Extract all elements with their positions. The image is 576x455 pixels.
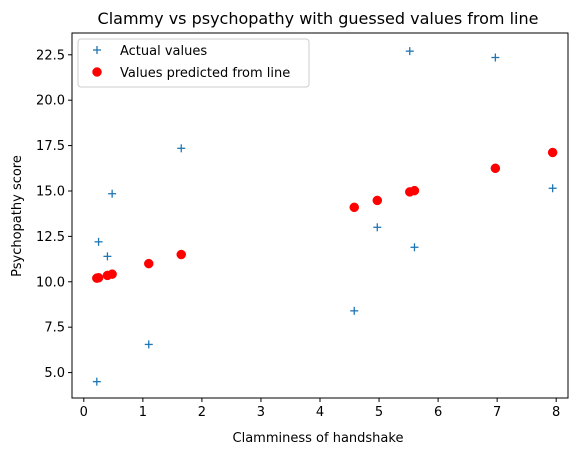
- actual-value-point: [177, 144, 186, 153]
- y-tick-label: 22.5: [36, 48, 65, 63]
- y-tick-label: 17.5: [36, 139, 65, 154]
- predicted-value-point: [372, 195, 383, 206]
- legend-dot-icon: [92, 67, 102, 77]
- y-axis: 5.0 7.5 10.0 12.5 15.0 17.5 20.0 22.5: [36, 48, 72, 381]
- x-tick-label: 3: [257, 405, 265, 420]
- x-tick-label: 0: [80, 405, 88, 420]
- y-tick-label: 7.5: [44, 321, 65, 336]
- predicted-value-point: [176, 249, 186, 260]
- x-axis: 0 1 2 3 4 5 6 7 8: [80, 398, 560, 420]
- y-tick-label: 12.5: [36, 230, 65, 245]
- legend-marker-actual: [93, 46, 101, 54]
- x-tick-label: 2: [198, 405, 206, 420]
- actual-value-point: [108, 189, 117, 198]
- actual-value-point: [548, 184, 557, 193]
- legend-label-predicted: Values predicted from line: [120, 66, 290, 81]
- predicted-value-point: [547, 147, 558, 158]
- x-tick-label: 5: [375, 405, 383, 420]
- x-tick-label: 1: [139, 405, 147, 420]
- predicted-value-point: [490, 163, 501, 174]
- actual-value-point: [103, 252, 112, 261]
- actual-value-point: [410, 243, 419, 252]
- predicted-value-point: [409, 185, 420, 196]
- legend-box: [77, 38, 310, 88]
- legend: Actual values Values predicted from line: [77, 38, 310, 88]
- x-axis-label: Clamminess of handshake: [233, 431, 404, 446]
- x-tick-label: 6: [434, 405, 442, 420]
- predicted-value-point: [93, 273, 104, 283]
- x-tick-label: 8: [552, 405, 560, 420]
- x-tick-label: 7: [493, 405, 501, 420]
- y-tick-label: 10.0: [36, 275, 65, 290]
- actual-value-point: [92, 377, 101, 386]
- plot-area: [72, 33, 568, 398]
- actual-value-point: [350, 306, 359, 315]
- y-tick-label: 15.0: [36, 184, 65, 199]
- chart-title: Clammy vs psychopathy with guessed value…: [98, 9, 539, 28]
- actual-value-point: [491, 53, 500, 62]
- predicted-value-point: [349, 202, 359, 213]
- actual-value-point: [94, 237, 103, 246]
- actual-value-point: [405, 47, 414, 56]
- plot-frame: [71, 32, 569, 399]
- y-axis-label: Psychopathy score: [10, 155, 25, 277]
- y-tick-label: 5.0: [44, 366, 65, 381]
- predicted-value-point: [144, 258, 154, 269]
- legend-label-actual: Actual values: [120, 44, 207, 59]
- data-marks: [92, 47, 558, 386]
- x-tick-label: 4: [316, 405, 324, 420]
- predicted-value-point: [107, 269, 117, 279]
- legend-plus-icon: [93, 46, 101, 54]
- legend-marker-predicted: [92, 67, 102, 77]
- actual-value-point: [373, 223, 382, 232]
- y-tick-label: 20.0: [36, 94, 65, 109]
- actual-value-point: [144, 340, 153, 349]
